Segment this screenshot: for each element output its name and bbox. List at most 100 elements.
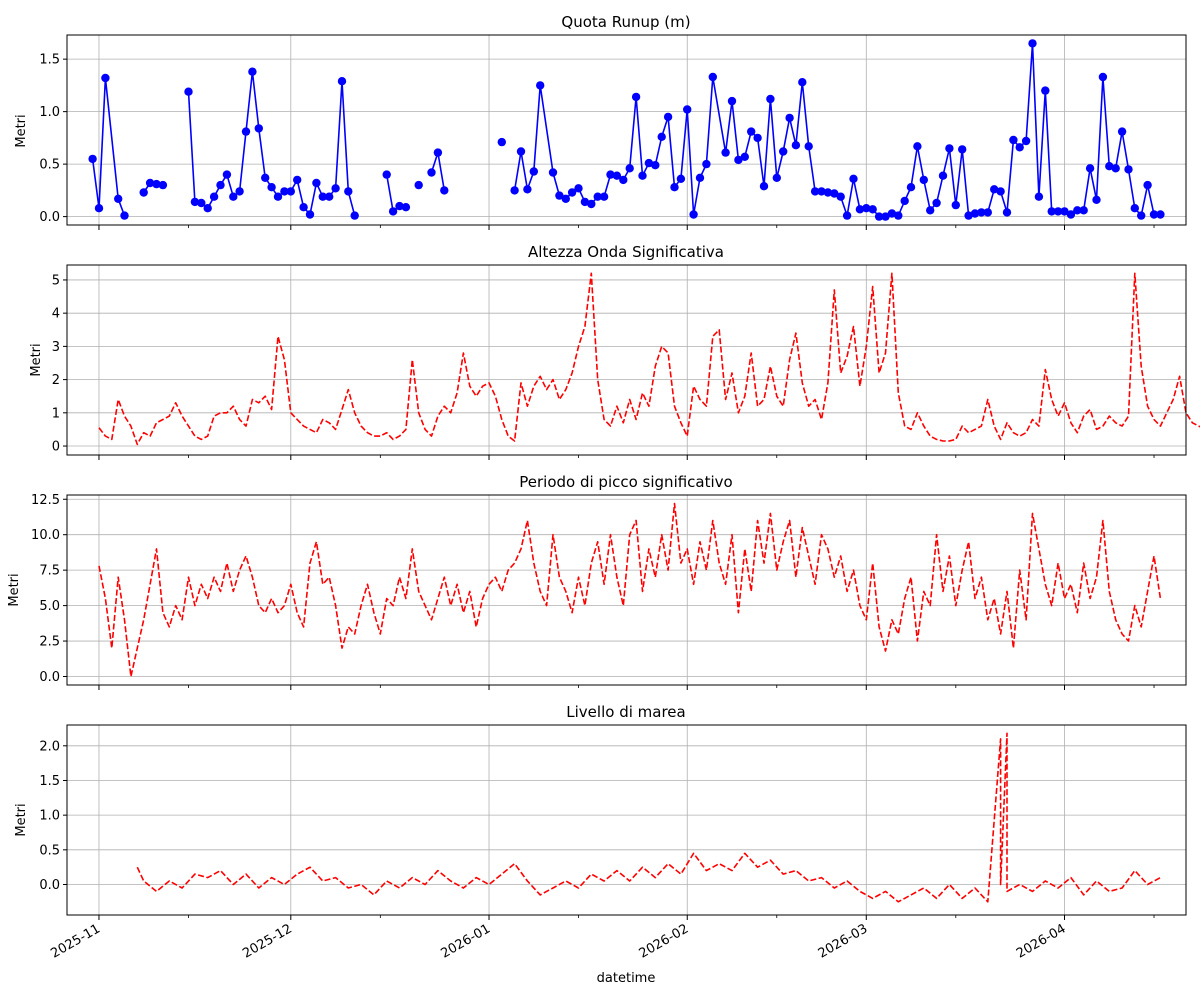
data-point — [203, 204, 212, 213]
data-point — [619, 175, 628, 185]
data-point — [235, 187, 244, 196]
y-tick-label: 5.0 — [39, 599, 60, 614]
data-point — [120, 211, 129, 220]
data-point — [1015, 143, 1024, 152]
data-point — [440, 186, 449, 195]
data-point — [350, 211, 359, 220]
data-point — [990, 185, 999, 194]
data-point — [1092, 195, 1101, 204]
data-point — [791, 141, 801, 150]
data-point — [1105, 162, 1114, 171]
y-tick-label: 1.0 — [39, 105, 60, 120]
y-tick-label: 1.0 — [39, 809, 60, 824]
y-axis-label: Metri — [29, 343, 44, 376]
data-point — [926, 206, 935, 215]
data-point — [1111, 164, 1120, 173]
data-point — [1124, 165, 1133, 174]
data-point — [280, 187, 289, 196]
data-point — [536, 81, 545, 90]
data-point — [593, 192, 602, 201]
data-point — [906, 183, 916, 192]
data-point — [337, 77, 347, 86]
data-point — [299, 203, 308, 212]
data-point — [1041, 86, 1050, 95]
data-point — [254, 124, 263, 133]
data-point — [849, 174, 858, 183]
data-point — [1098, 72, 1108, 82]
data-point — [574, 184, 583, 193]
data-point — [1085, 164, 1095, 173]
y-tick-label: 7.5 — [39, 564, 60, 579]
data-point — [759, 182, 769, 191]
data-point — [779, 147, 788, 156]
data-point — [241, 127, 251, 136]
data-point — [670, 183, 679, 192]
data-point — [1060, 207, 1069, 216]
data-point — [810, 187, 820, 196]
y-tick-label: 2 — [52, 373, 60, 388]
data-point — [152, 179, 161, 189]
data-point — [516, 147, 526, 156]
data-point — [273, 192, 283, 201]
axes-frame — [66, 34, 1187, 226]
data-point — [798, 78, 807, 87]
y-tick-label: 2.0 — [39, 739, 60, 754]
y-axis-label: Metri — [14, 114, 29, 147]
data-point — [945, 144, 954, 153]
data-point — [874, 212, 884, 221]
data-point — [414, 180, 423, 190]
y-tick-label: 0.5 — [39, 158, 60, 173]
data-point — [625, 164, 634, 173]
data-point — [753, 133, 762, 143]
y-tick-label: 10.0 — [31, 528, 60, 543]
data-point — [804, 142, 813, 151]
data-point — [286, 187, 295, 196]
data-point — [631, 92, 641, 102]
data-point — [88, 154, 97, 164]
data-point — [977, 208, 986, 217]
data-point — [951, 200, 960, 210]
data-point — [836, 192, 845, 201]
data-point — [983, 208, 992, 217]
y-axis-label: Metri — [14, 803, 29, 836]
data-point — [427, 168, 436, 177]
data-point — [1066, 210, 1076, 219]
y-tick-label: 0.0 — [39, 210, 60, 225]
x-tick-label: 2025-11 — [48, 921, 103, 961]
data-point — [555, 191, 564, 200]
data-point — [996, 187, 1005, 196]
data-point — [772, 173, 781, 182]
data-point — [587, 199, 596, 209]
data-point — [114, 194, 123, 203]
data-point — [382, 170, 391, 179]
data-point — [817, 187, 826, 196]
data-point — [388, 207, 398, 216]
data-point — [209, 192, 219, 201]
data-point — [401, 203, 411, 212]
y-tick-label: 0 — [52, 440, 60, 455]
data-point — [248, 67, 257, 76]
data-point — [964, 211, 973, 220]
chart-title: Altezza Onda Significativa — [528, 243, 724, 261]
data-point — [683, 105, 692, 114]
data-point — [1028, 39, 1037, 48]
data-point — [1073, 206, 1082, 215]
data-point — [523, 185, 532, 194]
data-point — [1021, 136, 1031, 146]
data-point — [197, 198, 206, 208]
x-axis-label: datetime — [597, 971, 656, 986]
subplot-quota-runup: Quota Runup (m) Metri — [14, 13, 691, 148]
data-point — [766, 94, 775, 104]
data-point — [612, 171, 622, 180]
data-point — [663, 112, 673, 122]
data-point — [529, 167, 538, 176]
data-point — [708, 72, 717, 82]
data-point — [497, 137, 506, 147]
subplot-1-plot: 0 1 2 3 4 5 — [52, 264, 1200, 460]
series-line-2-0 — [98, 502, 1162, 678]
data-point — [842, 211, 852, 220]
data-point — [887, 209, 897, 218]
y-tick-label: 12.5 — [31, 493, 60, 508]
data-point — [158, 180, 168, 190]
x-tick-label: 2026-01 — [438, 921, 493, 961]
